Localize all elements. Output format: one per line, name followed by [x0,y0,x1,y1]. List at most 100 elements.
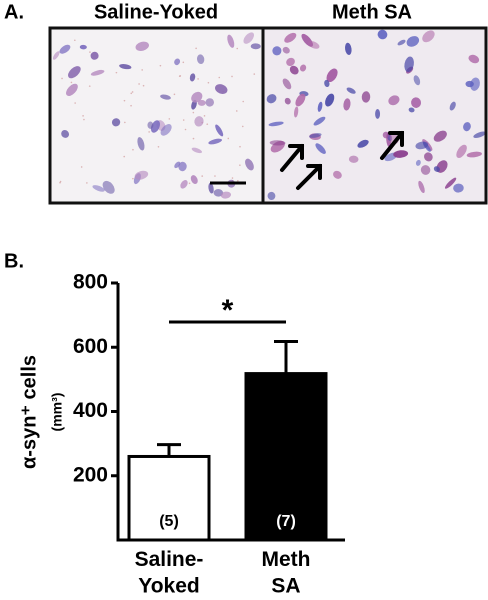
cell [357,139,369,148]
cell [111,118,121,127]
cell [420,165,431,175]
cell [346,87,356,94]
stain-dot [130,104,132,107]
cell [189,73,196,82]
cell [418,180,425,194]
cell [215,84,228,94]
cell [382,131,389,139]
cell [361,91,371,103]
stain-dot [218,76,221,79]
cell [289,65,299,75]
frame [261,26,488,205]
stain-dot [242,100,245,103]
cell [134,170,149,180]
cell [284,97,291,105]
cell [52,51,60,60]
cell [295,93,306,107]
stain-dot [138,83,140,85]
cell [468,54,480,64]
stain-dot [131,91,134,93]
cell [317,101,323,112]
stain-dot [148,131,150,133]
cell [180,180,188,189]
cell [178,161,187,172]
cell [208,182,214,194]
cell [61,130,70,138]
stain-dot [168,118,171,120]
cell [404,56,414,73]
cell [345,42,352,56]
cell [90,51,99,60]
stain-dot [235,110,238,112]
annotations [48,26,488,205]
cell [444,177,457,189]
cell [415,141,429,150]
stain-dot [132,148,134,151]
cell [215,124,224,137]
cell [213,189,224,197]
cell [191,91,203,103]
stain-dot [239,164,241,166]
y-tick-label: 400 [73,399,108,422]
stain-dot [59,180,62,183]
y-tick-label: 600 [73,335,108,358]
cell [408,107,415,113]
cell [309,133,322,138]
stain-dot [157,145,160,148]
stain-dot [188,182,191,185]
cell [377,29,388,40]
image-title: Meth SA [332,1,412,23]
stain-dot [227,137,230,140]
n-label: (7) [276,513,296,530]
cell [463,122,471,132]
cell [174,58,181,66]
cell [245,158,254,171]
cell [119,64,132,70]
cell [325,93,335,107]
stain-dot [130,92,133,95]
cell [197,99,206,106]
cell [433,130,447,142]
cell [102,180,115,194]
cell [393,150,409,158]
cell [315,143,326,154]
stain-dot [142,84,145,87]
cell [424,152,433,162]
cell [324,79,330,88]
arrow [380,131,404,160]
bar-chart: 200 400 600 800 (5) Saline-Yoked (7) Meth SA * [73,271,345,597]
cell [66,83,78,96]
stain-dot [80,166,83,168]
arrow [296,164,322,190]
cell [286,57,295,66]
micrograph-bg [50,28,263,203]
cell [205,98,214,107]
stain-dot [231,75,233,78]
cell [294,106,299,118]
cell [267,191,276,200]
cell [456,144,467,158]
stain-dot [74,102,76,104]
stain-dot [115,71,118,74]
cell [282,78,292,90]
stain-dot [132,177,134,180]
cell [227,34,235,48]
stain-dot [201,175,204,177]
cell [147,121,154,129]
stain-dot [159,64,162,67]
cell [453,183,464,193]
cell [299,64,307,72]
cell [388,95,400,106]
cell [333,170,342,179]
stain-dot [192,111,195,114]
cell [90,69,105,76]
cell [411,97,422,108]
stain-dot [237,179,239,182]
stain-dot [214,175,216,177]
cell [284,32,297,43]
cell [348,155,359,163]
stain-dot [59,181,61,184]
stain-dot [241,125,244,128]
cell [375,109,381,119]
